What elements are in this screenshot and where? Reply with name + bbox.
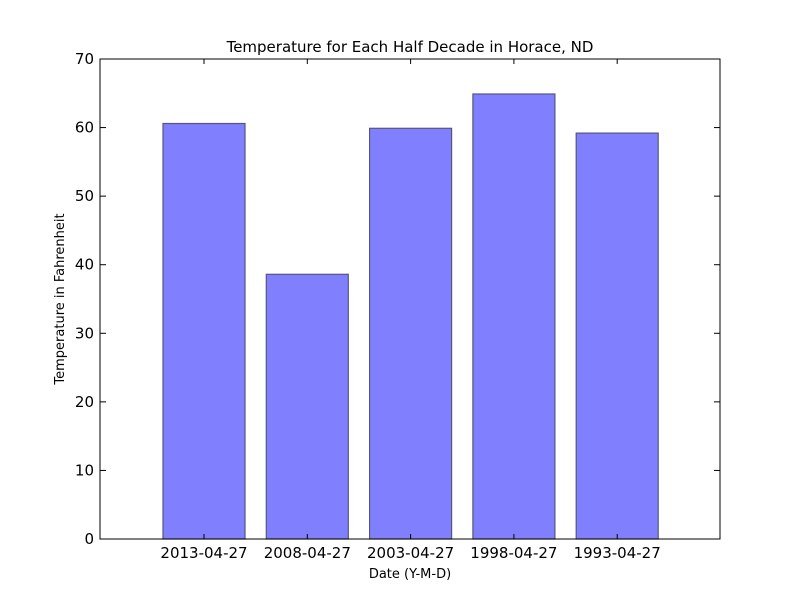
ticks-layer: 2013-04-27 2008-04-27 2003-04-27 1998-04-27… xyxy=(75,50,720,562)
x-tick-label: 1993-04-27 xyxy=(574,544,661,562)
y-tick-label: 10 xyxy=(75,461,94,479)
x-tick-label: 1998-04-27 xyxy=(470,544,557,562)
bar-2013-04-27 xyxy=(162,122,246,540)
bar-2008-04-27 xyxy=(265,273,349,540)
bar-2003-04-27 xyxy=(369,127,453,540)
plot-frame xyxy=(99,58,721,540)
bars-layer xyxy=(162,93,659,540)
y-tick-label: 60 xyxy=(75,119,94,137)
x-tick-label: 2003-04-27 xyxy=(367,544,454,562)
x-axis-label: Date (Y-M-D) xyxy=(369,567,451,582)
bar-1998-04-27 xyxy=(472,93,556,540)
y-tick-label: 70 xyxy=(75,50,94,68)
y-tick-label: 0 xyxy=(84,530,94,548)
y-tick-label: 20 xyxy=(75,393,94,411)
y-tick-label: 40 xyxy=(75,256,94,274)
y-axis-label: Temperature in Fahrenheit xyxy=(53,213,68,385)
chart-title: Temperature for Each Half Decade in Hora… xyxy=(226,38,594,56)
x-tick-label: 2013-04-27 xyxy=(160,544,247,562)
y-tick-label: 50 xyxy=(75,187,94,205)
x-tick-label: 2008-04-27 xyxy=(264,544,351,562)
bar-1993-04-27 xyxy=(575,132,659,540)
y-tick-label: 30 xyxy=(75,324,94,342)
